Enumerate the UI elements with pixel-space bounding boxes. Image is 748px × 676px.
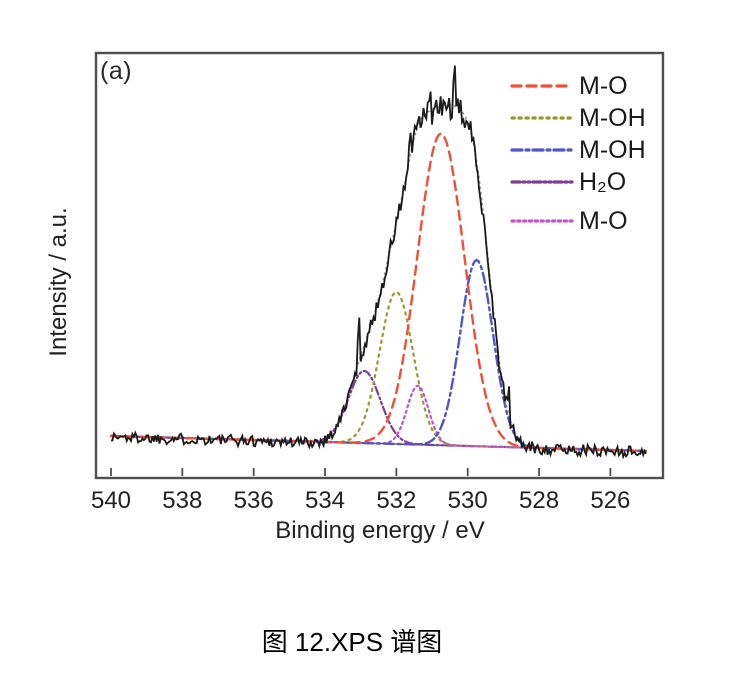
legend-line-sample [510, 84, 574, 88]
x-tick-label: 530 [447, 487, 488, 514]
x-tick-label: 536 [233, 487, 274, 514]
x-tick-label: 538 [162, 487, 203, 514]
legend-item-m-o-1: M-O [510, 71, 628, 101]
experimental-curve [111, 65, 647, 460]
x-axis-label: Binding energy / eV [275, 517, 485, 544]
legend-label: M-O [579, 206, 628, 235]
x-tick-label: 540 [90, 487, 132, 514]
xps-spectrum-plot [94, 51, 665, 480]
legend-line-sample [510, 219, 574, 223]
legend-line-sample [510, 116, 574, 120]
curves-group [109, 65, 648, 460]
x-tick-label: 528 [519, 487, 560, 514]
x-tick-label: 534 [304, 487, 346, 514]
plot-frame [94, 51, 665, 480]
y-axis-label: Intensity / a.u. [45, 207, 72, 357]
x-tick-label: 526 [590, 487, 631, 514]
legend-item-m-oh-2: M-OH [510, 135, 646, 165]
legend-line-sample [510, 180, 574, 184]
legend-label: M-OH [579, 103, 646, 132]
x-ticks [110, 468, 612, 476]
legend-label: M-OH [579, 135, 646, 164]
legend-item-m-o-2: M-O [510, 206, 628, 236]
legend-label: H₂O [579, 167, 627, 196]
legend-line-sample [510, 148, 574, 152]
legend-item-h2o: H₂O [510, 167, 626, 197]
panel-label: (a) [100, 57, 133, 85]
legend-item-m-oh-1: M-OH [510, 103, 646, 133]
figure-caption: 图 12.XPS 谱图 [261, 627, 443, 657]
legend-label: M-O [579, 71, 628, 100]
x-tick-label: 532 [376, 487, 417, 514]
